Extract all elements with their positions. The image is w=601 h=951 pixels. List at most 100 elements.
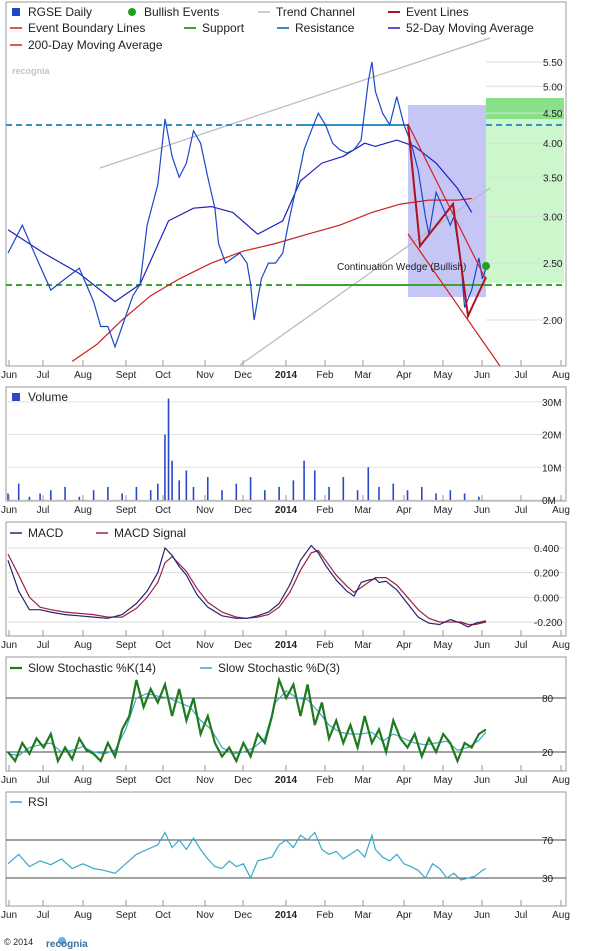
x-tick-label: Aug <box>74 910 92 921</box>
x-tick-label: Apr <box>396 775 412 786</box>
volume-bar <box>28 496 31 500</box>
legend-label: 52-Day Moving Average <box>406 21 534 35</box>
legend-item: Bullish Events <box>128 5 219 19</box>
legend-item: 52-Day Moving Average <box>388 21 534 35</box>
x-tick-label: 2014 <box>275 370 298 381</box>
volume-legend: Volume <box>12 390 68 404</box>
x-tick-label: Jun <box>1 640 17 651</box>
price-tick-label: 4.00 <box>543 139 563 150</box>
legend-item: Event Boundary Lines <box>10 21 145 35</box>
legend-label: MACD Signal <box>114 526 186 540</box>
price-tick-label: 4.50 <box>543 109 563 120</box>
macd-panel-frame <box>5 521 567 637</box>
x-tick-label: Jul <box>515 505 528 516</box>
x-tick-label: Jul <box>515 910 528 921</box>
stochastic-tick-label: 80 <box>542 694 554 705</box>
x-tick-label: Nov <box>196 505 214 516</box>
volume-bar <box>107 486 109 500</box>
legend-item: RSI <box>10 795 48 809</box>
x-tick-label: Sept <box>116 370 137 381</box>
x-tick-label: May <box>434 775 453 786</box>
x-tick-label: Jun <box>1 910 17 921</box>
x-tick-label: Jun <box>474 640 490 651</box>
volume-bar <box>185 470 188 500</box>
legend-label: Support <box>202 21 245 35</box>
x-tick-label: May <box>434 910 453 921</box>
footer-copyright: © 2014 <box>4 937 33 947</box>
rsi-tick-label: 30 <box>542 874 554 885</box>
volume-panel-frame <box>5 386 567 502</box>
volume-bar <box>121 493 123 500</box>
x-tick-label: Nov <box>196 370 214 381</box>
x-tick-label: Aug <box>74 775 92 786</box>
price-tick-label: 5.00 <box>543 82 563 93</box>
target-box-top <box>486 98 564 119</box>
x-tick-label: Sept <box>116 910 137 921</box>
x-tick-label: Oct <box>155 640 171 651</box>
x-tick-label: Nov <box>196 640 214 651</box>
x-tick-label: Mar <box>354 640 372 651</box>
recognia-logo-icon <box>58 937 66 945</box>
price-tick-label: 2.50 <box>543 259 563 270</box>
x-tick-label: Nov <box>196 775 214 786</box>
ma52-line <box>7 139 473 303</box>
legend-item: Slow Stochastic %D(3) <box>200 661 340 675</box>
x-tick-label: Jul <box>37 640 50 651</box>
volume-bar <box>249 477 252 500</box>
x-tick-label: Apr <box>396 640 412 651</box>
price-tick-label: 2.00 <box>543 316 563 327</box>
ma200-line <box>71 197 472 362</box>
volume-bar <box>192 486 195 500</box>
volume-tick-label: 10M <box>542 463 561 474</box>
volume-bar <box>367 467 370 500</box>
legend-item: Trend Channel <box>258 5 355 19</box>
volume-bar <box>39 493 41 500</box>
x-tick-label: Jun <box>1 775 17 786</box>
macd-line <box>7 544 487 628</box>
x-tick-label: Aug <box>552 505 570 516</box>
price-line <box>7 61 487 349</box>
stochastic-tick-label: 20 <box>542 748 554 759</box>
rsi-legend: RSI <box>10 795 48 809</box>
x-tick-label: May <box>434 370 453 381</box>
legend-item: 200-Day Moving Average <box>10 38 163 52</box>
x-tick-label: Aug <box>74 370 92 381</box>
x-tick-label: Jun <box>1 370 17 381</box>
x-tick-label: Oct <box>155 910 171 921</box>
volume-bar <box>378 486 380 500</box>
x-tick-label: Jun <box>1 505 17 516</box>
x-tick-label: 2014 <box>275 910 298 921</box>
legend-label: 200-Day Moving Average <box>28 38 163 52</box>
legend-item: Resistance <box>277 21 355 35</box>
volume-bar <box>278 486 280 500</box>
event-lines <box>407 123 487 320</box>
x-tick-label: Feb <box>316 910 334 921</box>
volume-tick-label: 20M <box>542 431 561 442</box>
volume-bar <box>149 490 152 500</box>
volume-bar <box>449 490 452 500</box>
volume-tick-label: 0M <box>542 496 556 507</box>
stochastic-legend: Slow Stochastic %K(14) Slow Stochastic %D… <box>10 661 340 675</box>
x-tick-label: Oct <box>155 370 171 381</box>
x-tick-label: Dec <box>234 910 252 921</box>
x-tick-label: Sept <box>116 640 137 651</box>
volume-bar <box>435 493 437 500</box>
legend-label: Event Lines <box>406 5 469 19</box>
x-tick-label: Aug <box>74 505 92 516</box>
x-tick-label: Jun <box>474 910 490 921</box>
legend-label: Slow Stochastic %D(3) <box>218 661 340 675</box>
legend-swatch <box>12 393 20 401</box>
macd-tick-label: 0.000 <box>534 593 559 604</box>
x-tick-label: Jul <box>37 505 50 516</box>
legend-item: MACD <box>10 526 64 540</box>
volume-bar <box>64 486 66 500</box>
volume-bar <box>392 483 395 500</box>
price-x-axis: Jun Jul Aug Sept Oct Nov Dec 2014 Feb Mar Apr May Ju… <box>1 360 570 381</box>
x-tick-label: Mar <box>354 370 372 381</box>
x-tick-label: 2014 <box>275 640 298 651</box>
volume-bar <box>478 496 480 500</box>
footer-brand: recognia <box>46 939 88 950</box>
x-tick-label: Dec <box>234 505 252 516</box>
legend-swatch <box>128 8 136 16</box>
